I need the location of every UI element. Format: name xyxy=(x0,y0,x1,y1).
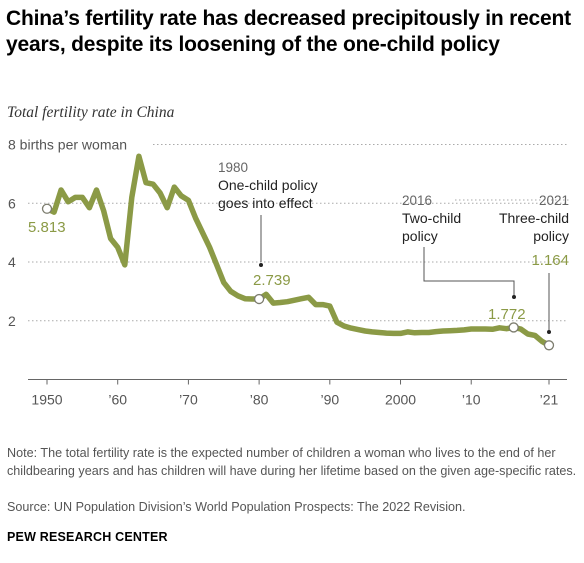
highlight-points: 5.813 2.739 1.772 1.164 xyxy=(28,203,569,351)
fertility-line-chart: 2 4 6 8 births per woman 1950 ’60 ’70 ’80 ’90 20… xyxy=(8,137,569,408)
data-point-1950 xyxy=(41,203,53,214)
y-tick-label: 4 xyxy=(8,254,16,270)
x-axis-labels: 1950 ’60 ’70 ’80 ’90 2000 ’10 ’21 xyxy=(31,392,558,408)
annotation-2016-text-2: policy xyxy=(402,228,438,244)
y-tick-label: 2 xyxy=(8,313,16,329)
annotation-2016-leader xyxy=(423,247,515,295)
data-label-2021: 1.164 xyxy=(531,252,569,269)
x-tick-label: ’10 xyxy=(462,392,481,408)
annotations: 1980 One-child policy goes into effect 2016… xyxy=(218,160,569,334)
x-tick-label: ’70 xyxy=(179,392,198,408)
annotation-1980-text-2: goes into effect xyxy=(218,195,313,211)
annotation-1980-text-1: One-child policy xyxy=(218,177,318,193)
gridlines xyxy=(28,144,569,322)
x-axis xyxy=(28,379,567,385)
x-tick-label: ’21 xyxy=(540,392,559,408)
brand-logo-text: PEW RESEARCH CENTER xyxy=(7,530,168,544)
annotation-2021-text-1: Three-child xyxy=(499,210,569,226)
chart-note: Note: The total fertility rate is the ex… xyxy=(7,446,577,478)
x-tick-label: ’90 xyxy=(320,392,339,408)
chart-source: Source: UN Population Division’s World P… xyxy=(7,500,466,514)
x-tick-label: ’80 xyxy=(250,392,269,408)
data-label-2016: 1.772 xyxy=(488,306,526,323)
annotation-2021-year: 2021 xyxy=(539,193,569,208)
annotation-2016-text-1: Two-child xyxy=(402,210,461,226)
data-point-2021 xyxy=(543,340,555,351)
series-line xyxy=(44,153,552,349)
data-point-2016 xyxy=(508,322,519,333)
chart-title: China’s fertility rate has decreased pre… xyxy=(6,7,571,56)
chart-subtitle: Total fertility rate in China xyxy=(7,104,175,121)
data-label-1950: 5.813 xyxy=(28,219,66,236)
series-line-total-fertility xyxy=(44,153,552,349)
annotation-2016-year: 2016 xyxy=(402,193,432,208)
annotation-2021-text-2: policy xyxy=(533,228,569,244)
annotation-2016-dot xyxy=(512,295,516,299)
y-tick-label: 8 births per woman xyxy=(8,137,127,153)
x-tick-label: 2000 xyxy=(385,392,416,408)
data-label-1980: 2.739 xyxy=(253,272,291,289)
y-tick-label: 6 xyxy=(8,195,16,211)
x-tick-label: 1950 xyxy=(31,392,62,408)
annotation-1980-year: 1980 xyxy=(218,160,248,175)
annotation-1980-dot xyxy=(259,263,263,267)
y-axis-labels: 2 4 6 8 births per woman xyxy=(8,137,127,329)
data-point-1980 xyxy=(253,293,265,305)
x-tick-label: ’60 xyxy=(108,392,127,408)
annotation-2021-dot xyxy=(547,330,551,334)
